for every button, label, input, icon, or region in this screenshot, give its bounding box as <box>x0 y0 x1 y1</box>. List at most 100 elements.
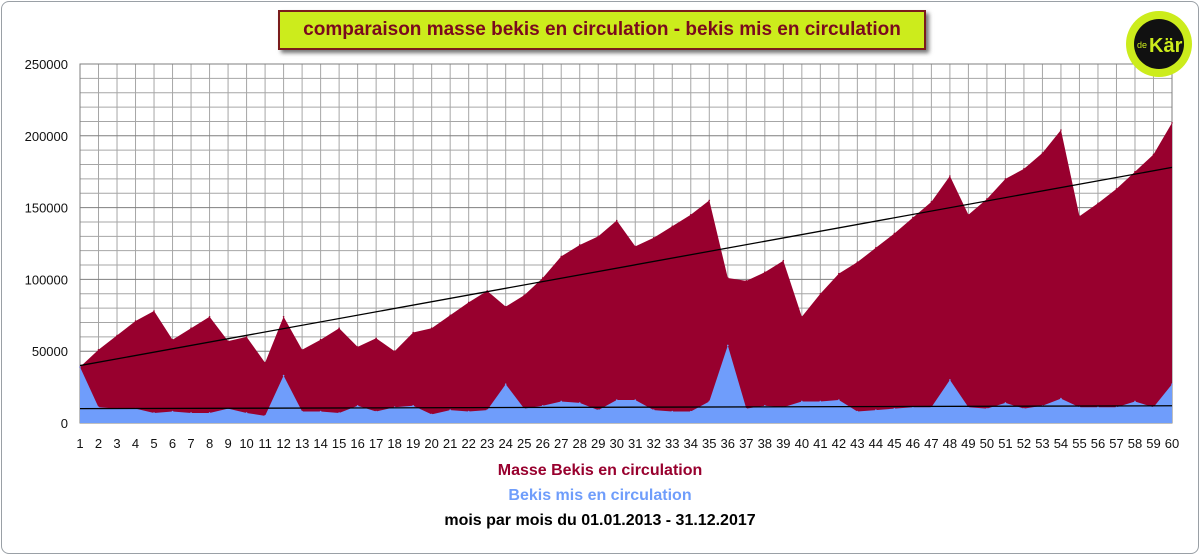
data-point-series-1 <box>116 334 118 337</box>
data-point-series-2 <box>708 400 711 403</box>
y-tick-label: 0 <box>61 416 68 431</box>
data-point-series-2 <box>153 412 155 414</box>
data-point-series-2 <box>171 410 174 413</box>
area-series-1 <box>80 122 1172 423</box>
trendline-1 <box>79 166 1173 367</box>
data-point-series-2 <box>560 400 563 403</box>
x-tick-label: 7 <box>187 436 194 451</box>
legend-series-1: Masse Bekis en circulation <box>497 462 703 479</box>
trendline-2 <box>79 405 1173 410</box>
x-tick-label: 44 <box>869 436 883 451</box>
dekar-logo-icon: de Kär <box>1126 11 1192 77</box>
data-point-series-1 <box>727 277 729 279</box>
data-point-series-2 <box>727 344 729 347</box>
data-point-series-1 <box>1171 122 1173 124</box>
data-point-series-1 <box>819 292 822 295</box>
x-tick-label: 26 <box>535 436 549 451</box>
data-point-series-1 <box>597 235 600 238</box>
data-point-series-2 <box>504 383 507 386</box>
x-tick-label: 33 <box>665 436 679 451</box>
logo-text-small: de <box>1137 40 1147 50</box>
data-point-series-2 <box>838 399 840 401</box>
data-point-series-1 <box>264 361 266 364</box>
x-tick-label: 27 <box>554 436 568 451</box>
data-point-series-1 <box>227 340 229 342</box>
x-tick-label: 39 <box>776 436 790 451</box>
x-tick-label: 9 <box>224 436 231 451</box>
data-point-series-1 <box>208 315 211 318</box>
data-point-series-1 <box>449 314 451 317</box>
data-point-series-2 <box>652 409 655 411</box>
data-point-series-1 <box>893 232 896 235</box>
data-point-series-1 <box>967 213 970 216</box>
x-tick-label: 12 <box>276 436 290 451</box>
x-tick-label: 20 <box>424 436 438 451</box>
x-tick-label: 48 <box>943 436 957 451</box>
x-tick-label: 46 <box>906 436 920 451</box>
x-tick-label: 50 <box>980 436 994 451</box>
x-tick-label: 42 <box>832 436 846 451</box>
x-tick-label: 34 <box>684 436 698 451</box>
x-tick-label: 10 <box>239 436 253 451</box>
x-tick-label: 15 <box>332 436 346 451</box>
data-point-series-1 <box>541 277 544 279</box>
x-tick-label: 1 <box>76 436 83 451</box>
data-point-series-1 <box>523 294 525 297</box>
y-tick-label: 150000 <box>25 201 68 216</box>
x-tick-label: 3 <box>113 436 120 451</box>
data-point-series-2 <box>1134 400 1136 403</box>
data-point-series-2 <box>745 407 748 410</box>
data-point-series-1 <box>153 310 155 312</box>
data-point-series-1 <box>1152 153 1155 156</box>
data-point-series-1 <box>245 336 248 338</box>
data-point-series-1 <box>412 331 414 334</box>
y-tick-label: 100000 <box>25 272 68 287</box>
x-tick-label: 52 <box>1017 436 1031 451</box>
data-point-series-2 <box>597 409 600 411</box>
data-point-series-1 <box>282 315 285 318</box>
data-point-series-2 <box>615 399 618 401</box>
x-tick-label: 11 <box>258 436 272 451</box>
data-point-series-1 <box>190 327 192 330</box>
data-point-series-1 <box>838 272 840 275</box>
data-point-series-2 <box>893 407 896 410</box>
x-tick-label: 60 <box>1165 436 1179 451</box>
data-point-series-1 <box>393 350 396 353</box>
data-point-series-2 <box>208 412 211 414</box>
x-tick-label: 36 <box>721 436 735 451</box>
data-point-series-2 <box>949 379 951 381</box>
x-tick-label: 35 <box>702 436 716 451</box>
data-point-series-1 <box>301 348 303 351</box>
x-tick-label: 55 <box>1072 436 1086 451</box>
data-point-series-1 <box>1060 129 1062 131</box>
data-point-series-1 <box>319 338 322 341</box>
x-tick-label: 22 <box>461 436 475 451</box>
x-tick-label: 5 <box>150 436 157 451</box>
y-tick-label: 250000 <box>25 57 68 72</box>
data-point-series-2 <box>1004 402 1007 404</box>
chart-series <box>79 122 1173 423</box>
data-point-series-2 <box>338 412 340 414</box>
data-point-series-2 <box>264 415 266 417</box>
data-point-series-1 <box>856 261 859 263</box>
data-point-series-2 <box>689 410 692 413</box>
x-tick-label: 56 <box>1091 436 1105 451</box>
data-point-series-1 <box>949 175 951 177</box>
data-point-series-2 <box>282 374 285 377</box>
data-point-series-1 <box>745 280 748 282</box>
data-point-series-2 <box>541 404 544 407</box>
data-point-series-1 <box>97 348 100 351</box>
data-point-series-2 <box>671 410 674 413</box>
x-axis-ticks: 1 2 3 4 5 6 7 8 9 10 11 12 13 14 15 16 17 18 19 20 21 22 23 24 2… <box>76 436 1179 451</box>
x-tick-label: 32 <box>647 436 661 451</box>
data-point-series-2 <box>856 410 859 413</box>
x-tick-label: 37 <box>739 436 753 451</box>
data-point-series-2 <box>486 409 488 411</box>
data-point-series-1 <box>689 213 692 216</box>
data-point-series-2 <box>1115 406 1118 409</box>
x-tick-label: 6 <box>169 436 176 451</box>
data-point-series-2 <box>1023 407 1025 410</box>
x-tick-label: 17 <box>369 436 383 451</box>
x-tick-label: 14 <box>313 436 327 451</box>
